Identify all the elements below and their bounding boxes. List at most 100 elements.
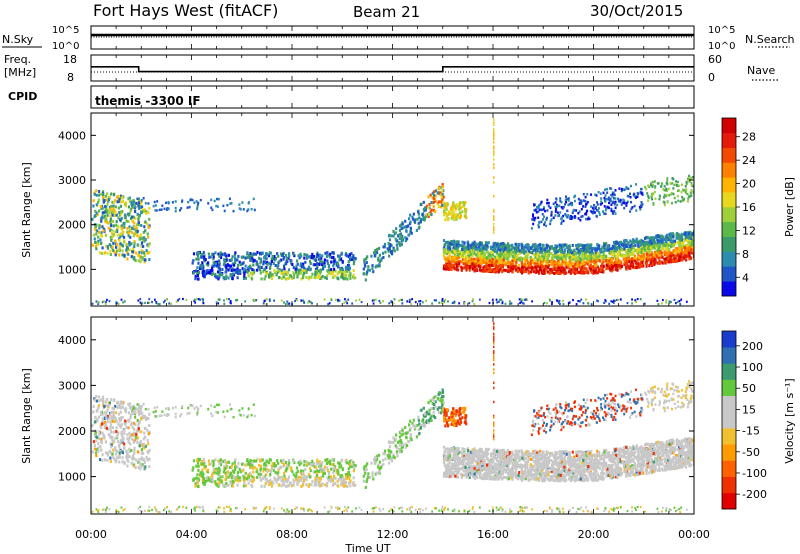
power-cell bbox=[223, 299, 225, 302]
power-cell bbox=[615, 260, 618, 264]
power-cell bbox=[493, 166, 495, 170]
power-cell bbox=[491, 257, 494, 261]
power-cell bbox=[680, 183, 683, 187]
power-cell bbox=[489, 263, 492, 267]
power-cell bbox=[394, 237, 397, 241]
power-cell bbox=[331, 271, 334, 275]
power-cell bbox=[460, 260, 463, 264]
power-cell bbox=[666, 257, 670, 261]
power-cell bbox=[597, 207, 600, 210]
power-cell bbox=[554, 210, 557, 213]
power-cell bbox=[104, 194, 107, 198]
power-cell bbox=[123, 253, 126, 257]
power-cell bbox=[545, 216, 548, 220]
power-cell bbox=[203, 272, 206, 276]
power-cell bbox=[681, 243, 684, 247]
power-cell bbox=[566, 197, 569, 201]
power-cell bbox=[387, 242, 390, 246]
power-cell bbox=[389, 243, 392, 247]
power-cell bbox=[463, 249, 467, 253]
power-cell bbox=[574, 257, 577, 261]
power-cell bbox=[686, 238, 689, 242]
power-cell bbox=[425, 299, 427, 302]
power-cell bbox=[252, 271, 256, 275]
power-cell bbox=[676, 180, 679, 184]
power-cell bbox=[669, 181, 672, 185]
power-cell bbox=[545, 253, 549, 257]
power-cell bbox=[139, 203, 142, 207]
velocity-cell bbox=[119, 442, 122, 446]
velocity-cell bbox=[124, 419, 127, 423]
power-cell bbox=[352, 269, 355, 273]
power-cell bbox=[550, 218, 553, 221]
power-cell bbox=[586, 262, 589, 266]
power-cell bbox=[228, 266, 232, 270]
power-cell bbox=[685, 249, 688, 253]
power-cell bbox=[676, 253, 680, 257]
power-cell bbox=[462, 203, 466, 207]
power-cell bbox=[652, 245, 655, 249]
power-cell bbox=[422, 207, 425, 211]
power-cell bbox=[580, 215, 583, 219]
power-cell bbox=[154, 209, 157, 212]
power-cell bbox=[594, 193, 597, 197]
power-cell bbox=[642, 248, 645, 252]
power-cell bbox=[461, 248, 464, 252]
power-cell bbox=[196, 274, 199, 278]
power-cell bbox=[665, 233, 669, 237]
power-cell bbox=[98, 226, 101, 230]
power-cell bbox=[635, 300, 637, 304]
power-cell bbox=[304, 269, 307, 273]
power-cell bbox=[101, 216, 104, 220]
velocity-cell bbox=[97, 442, 100, 446]
power-cell bbox=[483, 255, 486, 259]
power-cell bbox=[375, 251, 379, 255]
velocity-cell bbox=[115, 436, 119, 440]
power-cell bbox=[672, 187, 675, 190]
power-cell bbox=[560, 250, 563, 254]
power-cell bbox=[201, 261, 204, 265]
power-cell bbox=[101, 225, 104, 229]
power-cell bbox=[518, 298, 521, 301]
power-cell bbox=[500, 258, 503, 262]
power-cell bbox=[419, 302, 422, 306]
power-cell bbox=[91, 302, 94, 305]
power-cell bbox=[682, 245, 685, 249]
power-cell bbox=[577, 217, 580, 220]
power-cell bbox=[648, 241, 651, 245]
power-cell bbox=[448, 264, 451, 268]
power-cell bbox=[409, 229, 412, 233]
power-cell bbox=[566, 209, 569, 213]
power-cell bbox=[140, 223, 143, 227]
power-cell bbox=[171, 201, 174, 204]
power-cell bbox=[535, 250, 538, 254]
power-cell bbox=[250, 259, 253, 263]
freq-tick-high: 18 bbox=[63, 53, 77, 66]
power-cell bbox=[197, 257, 200, 261]
power-cell bbox=[329, 252, 332, 256]
power-cell bbox=[440, 195, 443, 199]
power-cell bbox=[492, 249, 495, 253]
power-cell bbox=[112, 204, 115, 208]
power-cell bbox=[106, 192, 109, 196]
power-cell bbox=[132, 199, 135, 203]
power-cell bbox=[505, 261, 509, 265]
power-cell bbox=[97, 235, 100, 239]
power-cell bbox=[665, 260, 668, 264]
power-cell bbox=[567, 252, 570, 256]
power-cell bbox=[455, 203, 458, 207]
power-cell bbox=[611, 300, 614, 304]
velocity-cell bbox=[118, 405, 121, 409]
power-cell bbox=[560, 216, 563, 219]
power-cell bbox=[454, 248, 457, 252]
power-cell bbox=[472, 249, 475, 253]
power-cell bbox=[540, 265, 544, 269]
power-cell bbox=[238, 207, 241, 210]
power-cell bbox=[528, 262, 531, 266]
power-cell bbox=[315, 271, 319, 275]
power-cell bbox=[440, 301, 443, 304]
power-cell bbox=[434, 199, 437, 203]
power-cell bbox=[344, 273, 348, 277]
power-cell bbox=[400, 298, 402, 301]
power-cell bbox=[321, 254, 324, 258]
